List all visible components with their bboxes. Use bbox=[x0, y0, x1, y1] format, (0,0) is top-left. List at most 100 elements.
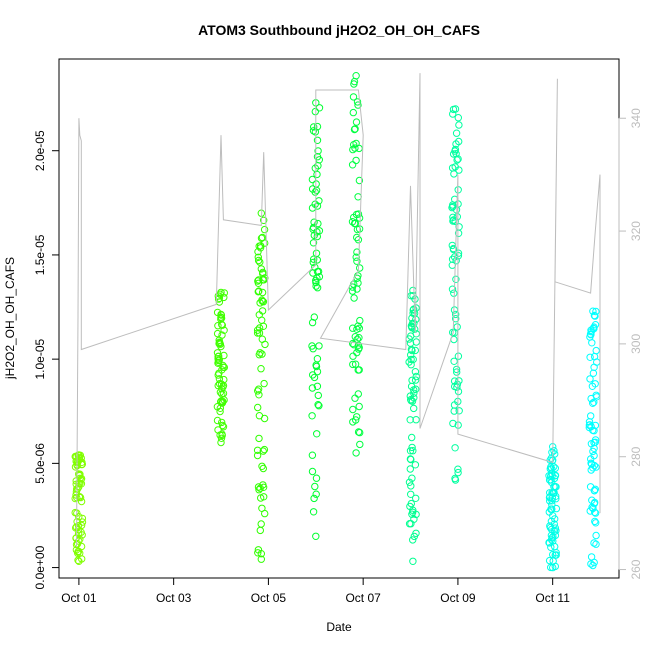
point-cluster bbox=[213, 288, 229, 447]
data-point bbox=[350, 141, 358, 149]
point-cluster bbox=[448, 105, 463, 484]
data-point bbox=[352, 118, 361, 126]
data-point bbox=[453, 156, 461, 164]
data-point bbox=[591, 380, 599, 388]
data-point bbox=[451, 105, 460, 113]
data-point bbox=[411, 376, 420, 384]
data-point bbox=[72, 480, 80, 488]
data-point bbox=[590, 451, 598, 460]
data-point bbox=[407, 482, 415, 490]
data-point bbox=[257, 520, 265, 528]
data-point bbox=[412, 416, 420, 424]
data-point bbox=[552, 504, 561, 513]
data-point bbox=[258, 288, 267, 297]
data-point bbox=[449, 150, 458, 158]
data-point bbox=[309, 371, 317, 379]
data-point bbox=[586, 353, 594, 361]
data-point bbox=[407, 397, 415, 405]
data-point bbox=[261, 274, 269, 282]
data-point bbox=[74, 522, 83, 530]
y2-tick-label: 260 bbox=[629, 559, 643, 579]
data-point bbox=[451, 444, 459, 452]
data-point bbox=[412, 494, 420, 502]
data-point bbox=[591, 321, 600, 329]
data-point bbox=[256, 484, 264, 492]
data-point bbox=[74, 548, 82, 556]
data-point bbox=[217, 310, 225, 319]
data-point bbox=[406, 447, 415, 455]
data-point bbox=[311, 482, 319, 491]
data-point bbox=[315, 342, 323, 350]
data-point bbox=[355, 334, 363, 342]
data-point bbox=[587, 326, 595, 334]
data-point bbox=[349, 339, 357, 348]
data-point bbox=[76, 493, 85, 502]
data-point bbox=[218, 331, 226, 339]
data-point bbox=[313, 136, 322, 145]
data-point bbox=[312, 474, 321, 482]
data-point bbox=[350, 80, 358, 88]
data-point bbox=[549, 563, 557, 572]
data-point bbox=[314, 147, 322, 155]
data-point bbox=[350, 219, 359, 228]
data-point bbox=[311, 188, 319, 196]
data-point bbox=[214, 426, 222, 434]
data-point bbox=[259, 298, 268, 306]
data-point bbox=[257, 555, 265, 563]
data-point bbox=[257, 365, 265, 373]
data-point bbox=[78, 514, 87, 523]
data-point bbox=[589, 369, 598, 377]
data-point bbox=[213, 416, 222, 425]
data-point bbox=[309, 239, 318, 247]
data-point bbox=[308, 384, 317, 392]
y2-tick-label: 300 bbox=[629, 334, 643, 354]
data-point bbox=[313, 202, 322, 210]
data-point bbox=[349, 93, 358, 101]
data-point bbox=[356, 428, 364, 437]
data-point bbox=[213, 403, 222, 411]
data-point bbox=[546, 465, 554, 473]
data-point bbox=[217, 438, 225, 447]
data-point bbox=[256, 349, 264, 357]
data-point bbox=[411, 368, 420, 376]
data-point bbox=[453, 323, 461, 331]
data-point bbox=[313, 382, 322, 390]
data-point bbox=[455, 377, 463, 385]
data-point bbox=[77, 480, 86, 488]
data-point bbox=[218, 421, 227, 430]
data-point bbox=[220, 375, 228, 384]
data-point bbox=[548, 494, 556, 502]
data-point bbox=[254, 549, 262, 557]
data-point bbox=[75, 454, 84, 463]
data-point bbox=[589, 307, 597, 315]
data-point bbox=[78, 531, 86, 539]
data-point bbox=[412, 330, 420, 338]
data-point bbox=[77, 497, 86, 506]
data-point bbox=[353, 335, 361, 343]
data-point bbox=[407, 520, 415, 528]
data-point bbox=[313, 355, 322, 363]
x-tick-label: Oct 03 bbox=[156, 591, 192, 605]
data-point bbox=[220, 363, 229, 372]
data-point bbox=[215, 352, 223, 360]
data-point bbox=[255, 324, 264, 332]
data-point bbox=[592, 519, 600, 527]
data-point bbox=[355, 176, 364, 185]
data-point bbox=[550, 520, 558, 528]
data-point bbox=[449, 213, 457, 222]
data-point bbox=[310, 255, 318, 263]
data-point bbox=[258, 233, 267, 242]
data-point bbox=[592, 531, 600, 540]
data-point bbox=[450, 306, 459, 314]
data-point bbox=[214, 295, 223, 303]
data-point bbox=[452, 140, 460, 148]
data-point bbox=[312, 249, 321, 258]
data-point bbox=[258, 335, 266, 343]
data-point bbox=[407, 455, 415, 464]
x-tick-label: Oct 09 bbox=[440, 591, 476, 605]
data-point bbox=[586, 483, 595, 491]
data-point bbox=[351, 125, 359, 133]
data-point bbox=[309, 223, 318, 232]
y-tick-label: 0.0e+00 bbox=[33, 545, 47, 589]
